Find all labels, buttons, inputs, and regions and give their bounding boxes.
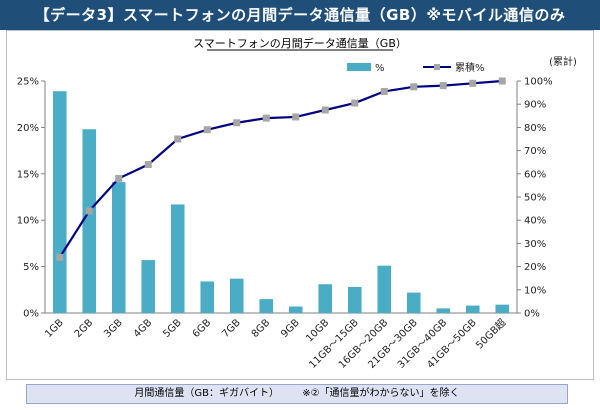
x-tick-label: 10GB — [304, 317, 331, 344]
bar — [229, 278, 244, 313]
right-axis-label: (累計) — [549, 55, 577, 68]
cumulative-point — [262, 114, 270, 122]
legend-bar-swatch — [347, 63, 371, 71]
x-tick-label: 5GB — [161, 317, 184, 340]
cumulative-point — [203, 126, 211, 134]
left-tick-label: 0% — [23, 309, 39, 320]
right-tick-label: 80% — [524, 123, 546, 134]
cumulative-point — [380, 87, 388, 95]
cumulative-point — [85, 207, 93, 215]
x-axis-label: 月間通信量（GB：ギガバイト） — [134, 388, 280, 399]
bar — [406, 292, 421, 313]
cumulative-point — [410, 83, 418, 91]
bar — [141, 260, 156, 313]
legend-line-label: 累積% — [455, 61, 485, 74]
x-tick-label: 9GB — [279, 317, 302, 340]
right-tick-label: 20% — [524, 262, 546, 273]
right-tick-label: 10% — [524, 285, 546, 296]
chart-frame: スマートフォンの月間データ通信量（GB） 0% 5% 10% 15% 20% 25% 0%… — [6, 30, 594, 380]
bar-series — [52, 91, 510, 313]
left-tick-label: 15% — [17, 169, 39, 180]
cumulative-point — [56, 253, 64, 261]
bar — [82, 129, 97, 313]
legend-line-marker — [434, 64, 440, 70]
legend-bar-label: % — [375, 63, 385, 74]
page-header: 【データ3】スマートフォンの月間データ通信量（GB）※モバイル通信のみ — [0, 0, 600, 30]
bar — [436, 308, 451, 313]
cumulative-point — [115, 174, 123, 182]
left-axis-ticks: 0% 5% 10% 15% 20% 25% — [17, 77, 45, 320]
x-tick-label: 2GB — [73, 317, 96, 340]
right-tick-label: 60% — [524, 169, 546, 180]
legend: % 累積% — [347, 61, 485, 74]
bar — [288, 306, 303, 313]
chart: スマートフォンの月間データ通信量（GB） 0% 5% 10% 15% 20% 25% 0%… — [17, 36, 577, 371]
x-axis-ticks: 1GB 2GB 3GB 4GB 5GB 6GB 7GB 8GB 9GB 10GB11GB～15GB… — [43, 316, 508, 371]
bar — [465, 305, 480, 313]
page-title: 【データ3】スマートフォンの月間データ通信量（GB）※モバイル通信のみ — [34, 6, 566, 24]
right-tick-label: 50% — [524, 193, 546, 204]
right-tick-label: 30% — [524, 239, 546, 250]
bar — [318, 284, 333, 313]
cumulative-line-series — [56, 77, 506, 261]
x-tick-label: 8GB — [250, 317, 273, 340]
x-tick-label: 7GB — [220, 317, 243, 340]
right-tick-label: 70% — [524, 146, 546, 157]
cumulative-point — [469, 79, 477, 87]
x-tick-label: 50GB超 — [473, 316, 509, 352]
cumulative-point — [233, 119, 241, 127]
cumulative-point — [498, 77, 506, 85]
bar — [495, 304, 510, 313]
left-tick-label: 10% — [17, 216, 39, 227]
cumulative-point — [292, 113, 300, 121]
right-tick-label: 0% — [524, 309, 540, 320]
x-tick-label: 3GB — [102, 317, 125, 340]
bar — [52, 91, 67, 313]
cumulative-point — [144, 161, 152, 169]
bar — [347, 287, 362, 313]
right-axis-ticks: 0% 10% 20% 30% 40% 50% 60% 70% 80% 90% 100% — [517, 77, 553, 320]
chart-title-group: スマートフォンの月間データ通信量（GB） — [193, 36, 407, 51]
bar — [200, 281, 215, 313]
x-tick-label: 6GB — [191, 317, 214, 340]
bar — [111, 182, 126, 313]
right-tick-label: 100% — [524, 77, 553, 88]
bar — [377, 265, 392, 313]
bar — [259, 299, 274, 313]
footnote: ※②「通信量がわからない」を除く — [302, 388, 460, 399]
x-tick-label: 1GB — [43, 317, 66, 340]
cumulative-point — [321, 106, 329, 114]
right-tick-label: 40% — [524, 216, 546, 227]
cumulative-point — [439, 82, 447, 90]
right-tick-label: 90% — [524, 100, 546, 111]
x-axis-caption: 月間通信量（GB：ギガバイト） ※②「通信量がわからない」を除く — [26, 384, 568, 404]
cumulative-line — [58, 79, 503, 258]
x-tick-label: 4GB — [132, 317, 155, 340]
bar — [170, 204, 185, 313]
left-tick-label: 20% — [17, 123, 39, 134]
left-tick-label: 25% — [17, 77, 39, 88]
chart-title: スマートフォンの月間データ通信量（GB） — [193, 36, 407, 50]
cumulative-point — [174, 135, 182, 143]
cumulative-point — [351, 99, 359, 107]
left-tick-label: 5% — [23, 262, 39, 273]
